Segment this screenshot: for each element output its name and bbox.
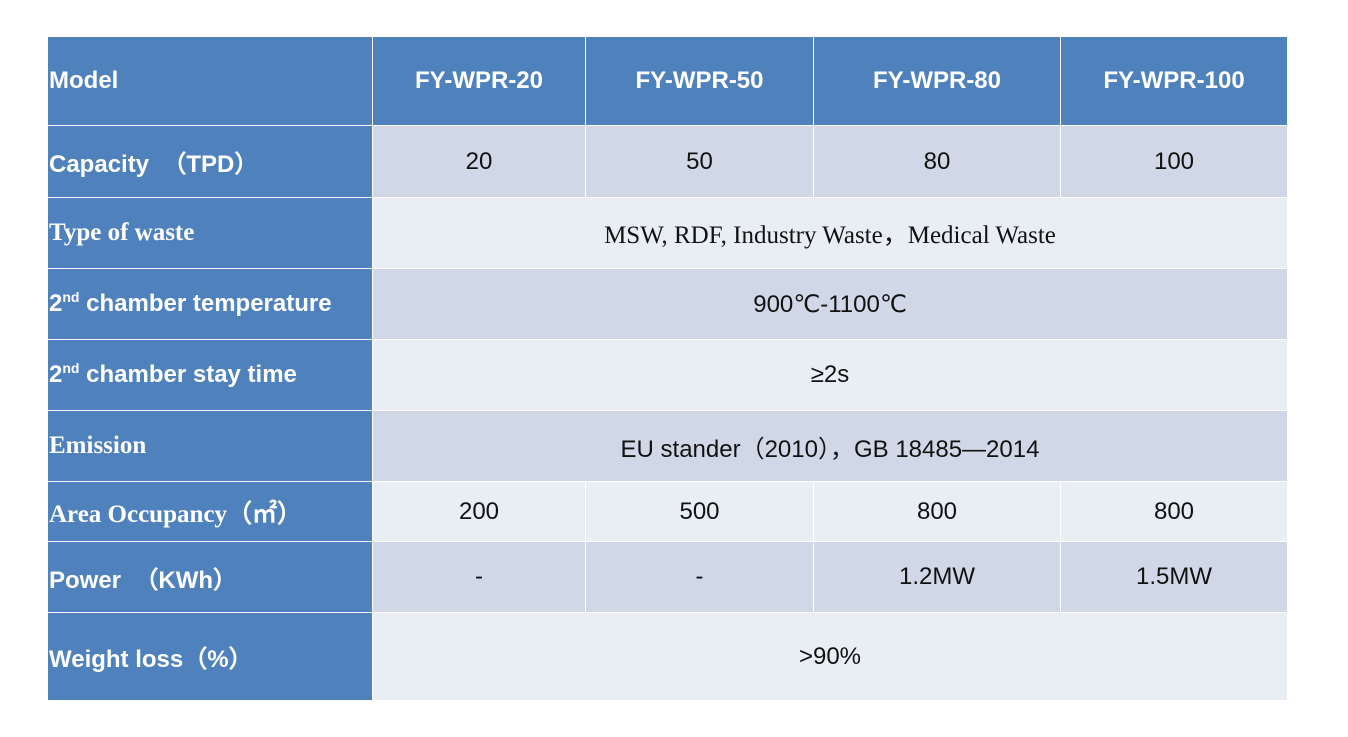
model-fy-wpr-100: FY-WPR-100 <box>1060 36 1288 126</box>
area-value: 500 <box>585 481 814 542</box>
weight-loss-row: Weight loss（%） >90% <box>47 612 1288 701</box>
weight-loss-value: >90% <box>372 612 1288 701</box>
header-row: Model FY-WPR-20 FY-WPR-50 FY-WPR-80 FY-W… <box>47 36 1288 126</box>
temperature-label: 2nd chamber temperature <box>47 268 373 340</box>
power-value: - <box>372 541 586 613</box>
capacity-value: 50 <box>585 125 814 198</box>
area-value: 800 <box>813 481 1061 542</box>
temperature-value: 900℃-1100℃ <box>372 268 1288 340</box>
stay-time-label-text: chamber stay time <box>79 361 297 388</box>
emission-value: EU stander（2010），GB 18485—2014 <box>372 410 1288 482</box>
waste-type-label: Type of waste <box>47 197 373 269</box>
model-fy-wpr-80: FY-WPR-80 <box>813 36 1061 126</box>
capacity-value: 100 <box>1060 125 1288 198</box>
model-fy-wpr-50: FY-WPR-50 <box>585 36 814 126</box>
waste-type-value: MSW, RDF, Industry Waste，Medical Waste <box>372 197 1288 269</box>
power-row: Power （KWh） - - 1.2MW 1.5MW <box>47 541 1288 613</box>
stay-time-label-sup: nd <box>62 360 80 376</box>
weight-loss-label: Weight loss（%） <box>47 612 373 701</box>
stay-time-label: 2nd chamber stay time <box>47 339 373 411</box>
power-label: Power （KWh） <box>47 541 373 613</box>
capacity-value: 20 <box>372 125 586 198</box>
power-value: - <box>585 541 814 613</box>
temperature-label-text: chamber temperature <box>79 290 332 317</box>
area-value: 200 <box>372 481 586 542</box>
model-label: Model <box>47 36 373 126</box>
temperature-label-num: 2 <box>49 290 63 317</box>
power-value: 1.2MW <box>813 541 1061 613</box>
area-value: 800 <box>1060 481 1288 542</box>
area-row: Area Occupancy（㎡） 200 500 800 800 <box>47 481 1288 542</box>
stay-time-label-num: 2 <box>49 361 63 388</box>
capacity-row: Capacity （TPD） 20 50 80 100 <box>47 125 1288 198</box>
temperature-row: 2nd chamber temperature 900℃-1100℃ <box>47 268 1288 340</box>
temperature-label-sup: nd <box>62 289 80 305</box>
capacity-label: Capacity （TPD） <box>47 125 373 198</box>
model-fy-wpr-20: FY-WPR-20 <box>372 36 586 126</box>
emission-row: Emission EU stander（2010），GB 18485—2014 <box>47 410 1288 482</box>
capacity-value: 80 <box>813 125 1061 198</box>
stay-time-row: 2nd chamber stay time ≥2s <box>47 339 1288 411</box>
emission-label: Emission <box>47 410 373 482</box>
spec-table: Model FY-WPR-20 FY-WPR-50 FY-WPR-80 FY-W… <box>47 36 1288 701</box>
stay-time-value: ≥2s <box>372 339 1288 411</box>
area-label: Area Occupancy（㎡） <box>47 481 373 542</box>
power-value: 1.5MW <box>1060 541 1288 613</box>
waste-type-row: Type of waste MSW, RDF, Industry Waste，M… <box>47 197 1288 269</box>
